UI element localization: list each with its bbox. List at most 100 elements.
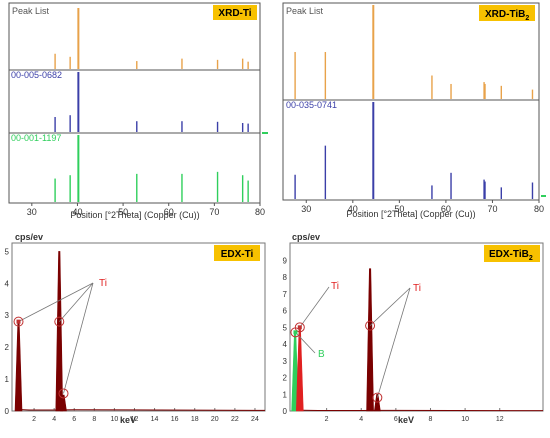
edx-ti-xtick-1: 4: [52, 416, 56, 423]
edx-ti-xtick-11: 24: [251, 416, 259, 423]
edx-tib2-peak-2: [366, 268, 374, 412]
edx-tib2-ytick-9: 9: [283, 256, 288, 265]
xrd-ti-tick-label-0: 30: [27, 207, 37, 217]
edx-ti-xtick-2: 6: [72, 416, 76, 423]
edx-ti-ytick-5: 5: [5, 247, 10, 256]
xrd-ti-tick-label-4: 70: [209, 207, 219, 217]
edx-ti-ytick-1: 1: [5, 375, 10, 384]
edx-ti-marker-2: [58, 388, 69, 399]
xrd-ti-tick-label-1: 40: [72, 207, 82, 217]
edx-ti-ytick-4: 4: [5, 279, 10, 288]
edx-ti-xtick-6: 14: [151, 416, 159, 423]
edx-ti-marker-square: [16, 319, 21, 324]
xrd-tib2-tick-label-3: 60: [441, 204, 451, 214]
edx-tib2-label-ti-2: Ti: [413, 283, 421, 294]
xrd-ti-ref-1: 00-005-0682: [11, 70, 62, 80]
xrd-tib2-title: Peak List: [286, 6, 324, 16]
edx-tib2-ytick-7: 7: [283, 290, 288, 299]
edx-ti-marker-0: [13, 316, 24, 327]
edx-ti-xtick-4: 10: [111, 416, 119, 423]
edx-ti-ylabel: cps/ev: [15, 232, 43, 242]
edx-tib2-leader-ti-b: [376, 287, 411, 398]
xrd-ti-title: Peak List: [12, 6, 50, 16]
xrd-tib2-panel: Peak List XRD-TiB2 00-035-0741 30 40 50 60 7…: [282, 2, 546, 219]
edx-tib2-leader-ti: [299, 286, 330, 328]
edx-tib2-ytick-6: 6: [283, 307, 288, 316]
edx-tib2-xtick-3: 8: [429, 416, 433, 423]
edx-ti-xtick-5: 12: [131, 416, 139, 423]
edx-tib2-ytick-3: 3: [283, 357, 288, 366]
xrd-tib2-ref-1: 00-035-0741: [286, 100, 337, 110]
edx-ti-label-ti: Ti: [99, 278, 107, 289]
edx-tib2-marker-3: [372, 392, 383, 403]
edx-ti-peaks: [14, 251, 266, 412]
edx-tib2-ylabel: cps/ev: [292, 232, 320, 242]
edx-ti-yticks: 0 1 2 3 4 5: [5, 247, 10, 416]
xrd-ti-badge: XRD-Ti: [218, 8, 251, 19]
edx-tib2-xlabel: keV: [398, 415, 414, 425]
edx-tib2-ytick-4: 4: [283, 340, 288, 349]
xrd-tib2-tick-label-1: 40: [348, 204, 358, 214]
edx-ti-leader-1: [58, 282, 94, 322]
edx-ti-xtick-9: 20: [211, 416, 219, 423]
edx-tib2-xtick-5: 12: [496, 416, 504, 423]
xrd-ti-bars: [54, 8, 249, 202]
edx-tib2-marker-2: [365, 320, 376, 331]
xrd-ti-badge-box: [213, 5, 257, 20]
xrd-ti-panel: Peak List XRD-Ti 00-005-0682 00-001-1197…: [8, 2, 268, 220]
edx-ti-xlabel: keV: [120, 415, 136, 425]
edx-tib2-marker-square-b: [293, 330, 298, 335]
xrd-ti-xlabel: Position [°2Theta] (Copper (Cu)): [70, 210, 199, 220]
xrd-ti-tick-label-2: 50: [118, 207, 128, 217]
edx-tib2-ytick-1: 1: [283, 390, 288, 399]
edx-ti-ytick-0: 0: [5, 407, 10, 416]
edx-tib2-badge-box: [484, 245, 540, 262]
xrd-tib2-tick-label-0: 30: [301, 204, 311, 214]
edx-tib2-marker-1: [290, 327, 301, 338]
edx-ti-ytick-2: 2: [5, 343, 10, 352]
edx-ti-leader-2: [63, 282, 94, 394]
edx-ti-annotation: Ti: [13, 278, 107, 399]
xrd-ti-xticks: 30 40 50 60 70 80: [27, 203, 265, 217]
edx-ti-xtick-10: 22: [231, 416, 239, 423]
xrd-ti-ref-2: 00-001-1197: [11, 133, 61, 143]
xrd-tib2-xticks: 30 40 50 60 70 80: [301, 200, 544, 214]
edx-tib2-annotation: Ti Ti B: [290, 281, 421, 403]
xrd-ti-tick-label-5: 80: [255, 207, 265, 217]
xrd-tib2-xlabel: Position [°2Theta] (Copper (Cu)): [346, 209, 475, 219]
xrd-ti-frame: [8, 2, 261, 204]
edx-ti-badge: EDX-Ti: [221, 249, 254, 260]
xrd-tib2-badge-box: [479, 5, 535, 21]
edx-tib2-yticks: 0 1 2 3 4 5 6 7 8 9: [283, 256, 288, 416]
edx-tib2-marker-square-ti: [297, 325, 302, 330]
xrd-tib2-tick-label-2: 50: [394, 204, 404, 214]
edx-tib2-baseline: [295, 409, 544, 412]
xrd-ti-tick-label-3: 60: [164, 207, 174, 217]
edx-ti-peak-2: [60, 394, 67, 412]
edx-tib2-peaks: [291, 268, 544, 412]
edx-tib2-xtick-4: 10: [461, 416, 469, 423]
edx-tib2-xtick-2: 6: [394, 416, 398, 423]
edx-tib2-label-b: B: [318, 349, 325, 360]
xrd-tib2-tick-label-4: 70: [487, 204, 497, 214]
edx-ti-xtick-0: 2: [32, 416, 36, 423]
edx-ti-xtick-8: 18: [191, 416, 199, 423]
edx-ti-leader-0: [18, 282, 94, 322]
edx-ti-xtick-7: 16: [171, 416, 179, 423]
edx-tib2-ytick-2: 2: [283, 374, 288, 383]
edx-ti-marker-1: [54, 316, 65, 327]
edx-ti-frame: [11, 242, 266, 412]
edx-tib2-xtick-1: 4: [359, 416, 363, 423]
xrd-tib2-bars: [294, 5, 534, 199]
edx-tib2-leader-ti-a: [369, 287, 411, 326]
edx-tib2-ytick-0: 0: [283, 407, 288, 416]
edx-ti-badge-box: [214, 245, 260, 261]
xrd-tib2-badge: XRD-TiB2: [485, 9, 529, 22]
edx-tib2-xtick-0: 2: [325, 416, 329, 423]
edx-tib2-ytick-8: 8: [283, 273, 288, 282]
xrd-tib2-tick-label-5: 80: [534, 204, 544, 214]
edx-ti-ytick-3: 3: [5, 311, 10, 320]
